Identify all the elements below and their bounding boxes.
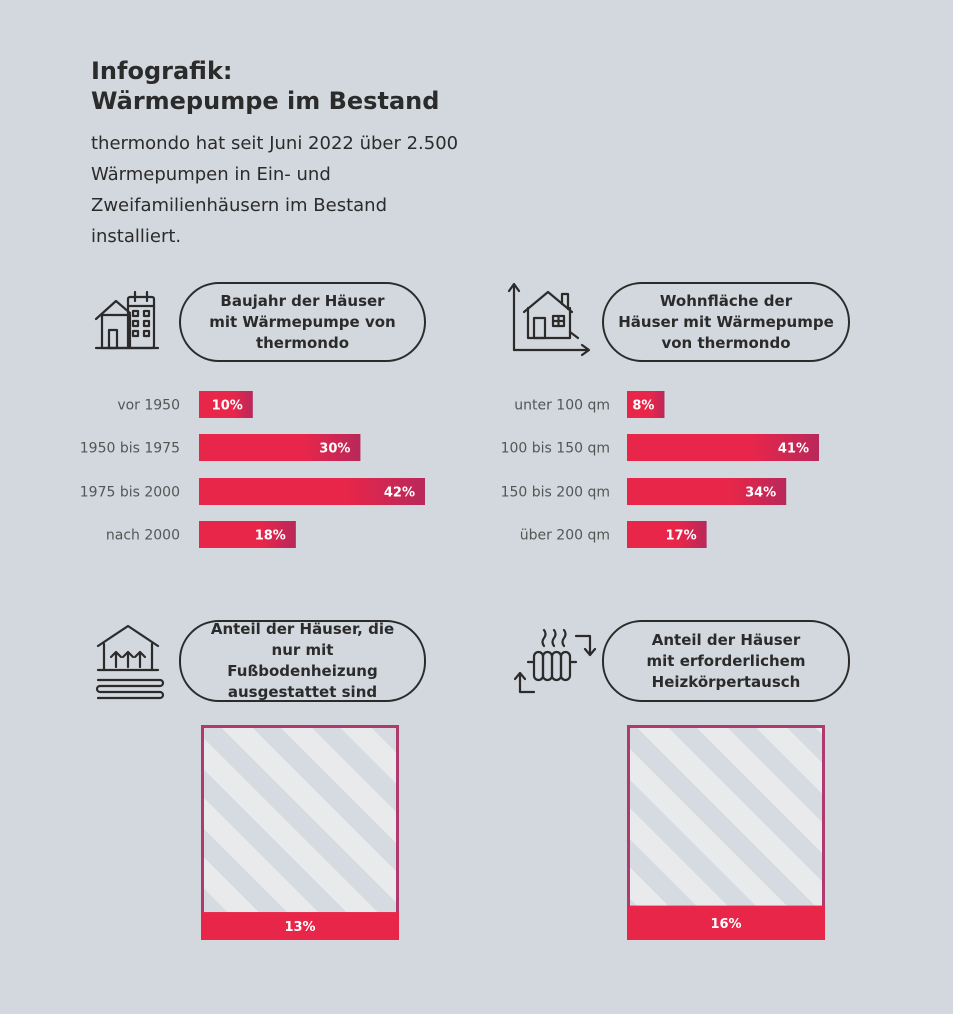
chart-title-wohnflaeche: Wohnfläche der Häuser mit Wärmepumpe von… [602,282,850,362]
radiator-exchange-icon [513,628,597,694]
bar [627,391,665,418]
page-title: Infografik: Wärmepumpe im Bestand [91,57,440,115]
category-label: 100 bis 150 qm [501,441,610,457]
category-label: 1950 bis 1975 [80,441,180,457]
calendar-house-icon [94,290,160,350]
bar-value-label: 17% [665,529,696,544]
category-label: nach 2000 [106,528,180,544]
category-label: über 200 qm [520,528,610,544]
bar-value-label: 8% [632,399,654,414]
category-label: unter 100 qm [514,398,610,414]
bar-value-label: 30% [319,442,350,457]
chart-title-text: Wohnfläche der Häuser mit Wärmepumpe von… [618,291,834,352]
bar-value-label: 41% [778,442,809,457]
category-label: 150 bis 200 qm [501,485,610,501]
bar-value-label: 42% [384,486,415,501]
bar [199,478,425,505]
share-value-label: 13% [284,920,315,935]
share-fill [201,912,399,940]
share-value-label: 16% [710,917,741,932]
share-box-frame [201,725,399,940]
chart-title-text: Anteil der Häuser, die nur mit Fußbodenh… [210,620,395,701]
floor-heating-house-icon [95,624,165,700]
share-fill [627,905,825,940]
bar-value-label: 10% [212,399,243,414]
bar [199,521,296,548]
category-label: 1975 bis 2000 [80,485,180,501]
bar [627,434,819,461]
chart-title-text: Baujahr der Häuser mit Wärmepumpe von th… [209,291,396,352]
house-area-icon [507,282,591,357]
bar-value-label: 34% [745,486,776,501]
bar-value-label: 18% [255,529,286,544]
bar [199,434,361,461]
chart-title-heizkoerpertausch: Anteil der Häuser mit erforderlichem Hei… [602,620,850,702]
bar [627,521,707,548]
chart-title-baujahr: Baujahr der Häuser mit Wärmepumpe von th… [179,282,426,362]
bar [627,478,787,505]
bar [199,391,253,418]
category-label: vor 1950 [117,398,180,414]
chart-title-fussbodenheizung: Anteil der Häuser, die nur mit Fußbodenh… [179,620,426,702]
intro-text: thermondo hat seit Juni 2022 über 2.500 … [91,133,459,247]
chart-title-text: Anteil der Häuser mit erforderlichem Hei… [646,630,806,691]
